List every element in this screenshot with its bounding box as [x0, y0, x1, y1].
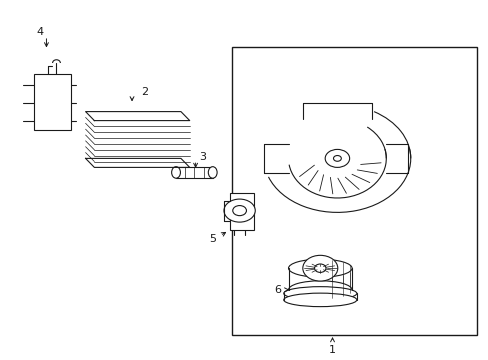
Text: 6: 6 [274, 285, 281, 295]
Ellipse shape [288, 281, 351, 299]
Ellipse shape [288, 259, 351, 277]
Ellipse shape [208, 167, 217, 178]
Ellipse shape [283, 287, 356, 300]
Bar [176, 167, 212, 178]
Circle shape [302, 255, 337, 281]
Text: 4: 4 [37, 27, 43, 37]
Circle shape [232, 206, 246, 216]
Circle shape [325, 149, 349, 167]
Circle shape [314, 264, 325, 273]
Circle shape [224, 199, 255, 222]
Text: 5: 5 [209, 234, 216, 244]
Text: 1: 1 [328, 345, 335, 355]
Bar [34, 74, 71, 130]
Text: 2: 2 [141, 87, 147, 97]
Circle shape [333, 156, 341, 161]
Ellipse shape [171, 167, 180, 178]
Ellipse shape [283, 293, 356, 307]
Text: 3: 3 [199, 152, 206, 162]
Bar [229, 193, 254, 230]
Bar [232, 47, 476, 335]
